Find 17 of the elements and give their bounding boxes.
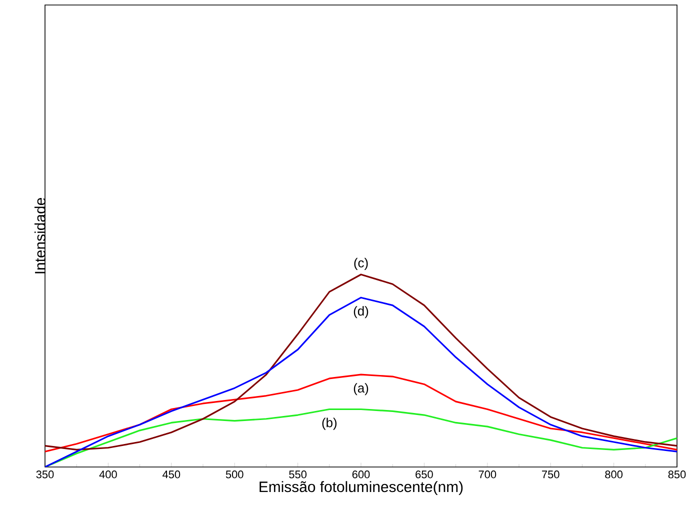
x-tick-label: 600 [352, 470, 370, 478]
x-tick-label: 400 [99, 470, 117, 478]
x-axis-title: Emissão fotoluminescente(nm) [260, 481, 463, 496]
x-tick-label: 450 [162, 470, 180, 478]
series-label: (c) [354, 258, 368, 270]
x-tick-label: 700 [478, 470, 496, 478]
series-label: (d) [354, 306, 368, 318]
series-label: (a) [354, 383, 368, 396]
x-tick-label: 650 [416, 470, 433, 478]
x-tick-label: 550 [289, 470, 307, 478]
x-tick-label: 500 [226, 470, 244, 478]
y-axis-title: Intensidade [34, 198, 46, 274]
x-tick-label: 850 [668, 470, 686, 478]
x-tick-label: 750 [542, 470, 560, 478]
series-label: (b) [322, 418, 337, 430]
x-tick-label: 350 [36, 470, 54, 478]
x-tick-label: 800 [605, 470, 623, 478]
